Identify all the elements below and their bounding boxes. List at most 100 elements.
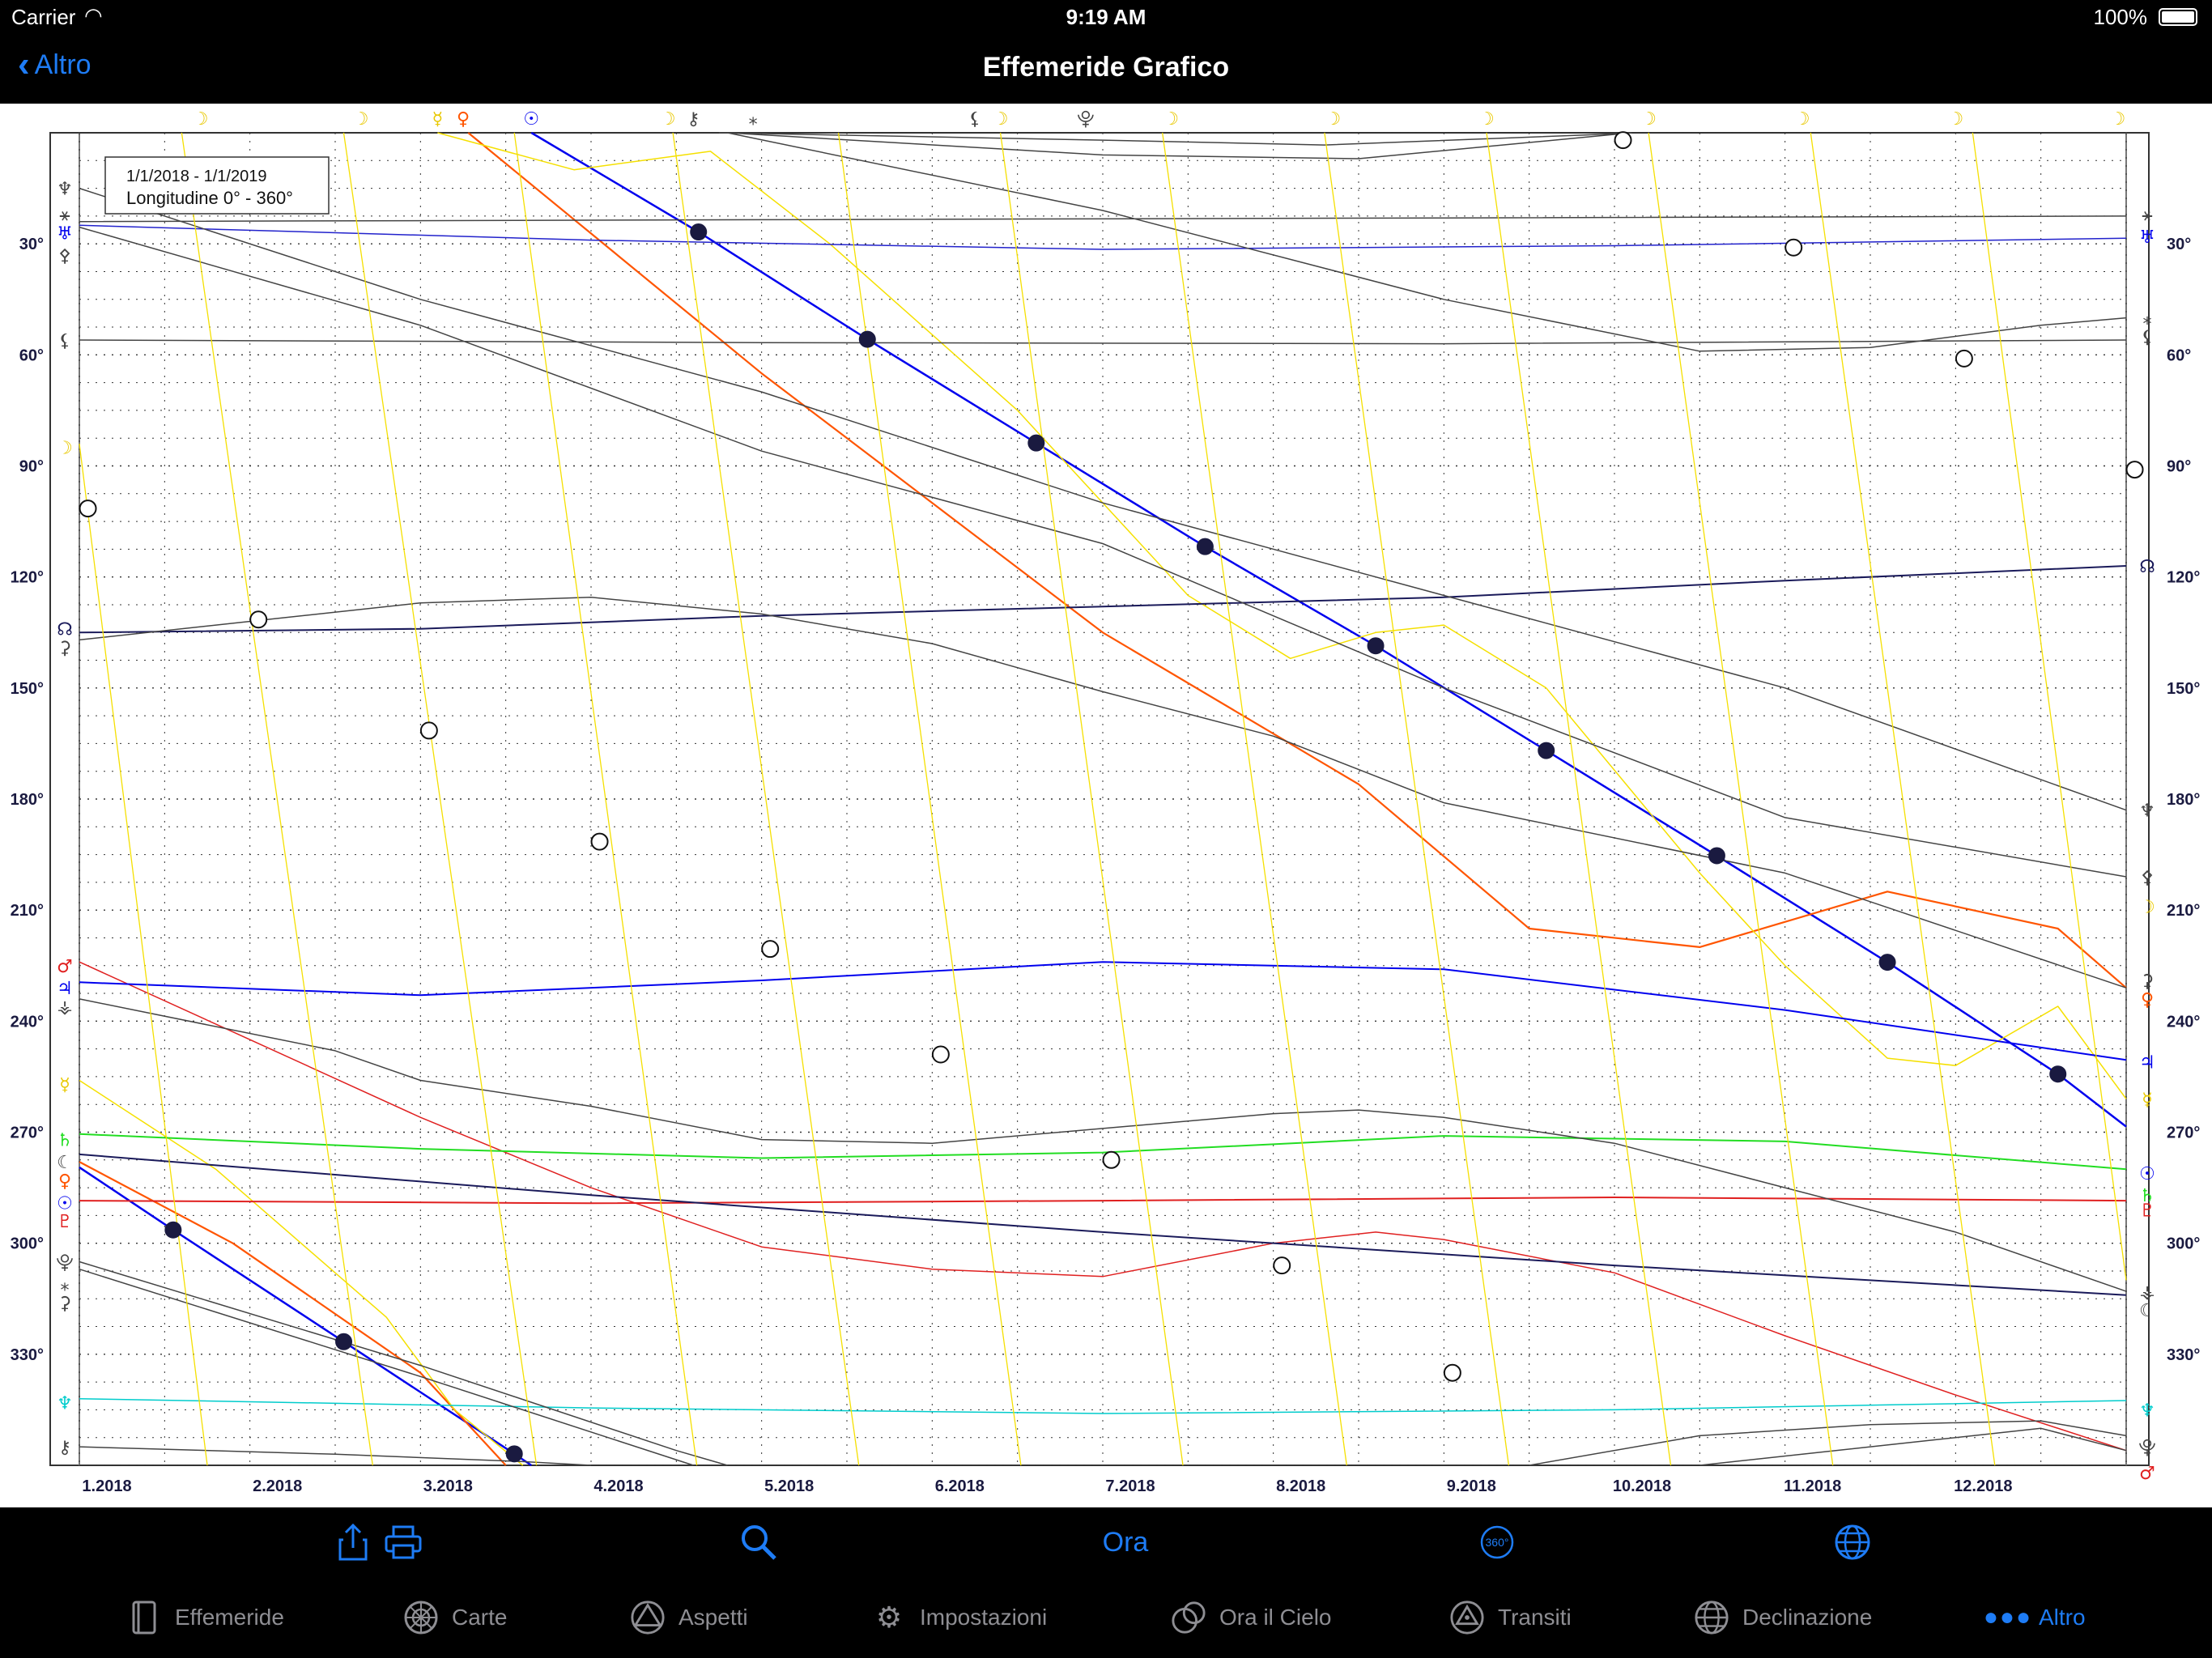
legend-range: 1/1/2018 - 1/1/2019 — [126, 168, 266, 185]
marker-open — [79, 500, 97, 518]
planet-glyph-top: ☽ — [1325, 109, 1342, 130]
planet-glyph-left: ☾ — [57, 1153, 73, 1173]
marker-open — [1955, 349, 1973, 368]
marker-filled — [164, 1221, 182, 1239]
tab-altro[interactable]: ●●● Altro — [1983, 1592, 2086, 1643]
globe-icon — [1694, 1600, 1729, 1635]
series-line — [672, 132, 860, 1466]
planet-glyph-top: ☽ — [1640, 109, 1657, 130]
series-line — [1486, 132, 1672, 1466]
y-tick-label-right: 330° — [2167, 1346, 2200, 1364]
sky-icon — [1171, 1600, 1206, 1635]
now-button[interactable]: Ora — [1102, 1526, 1149, 1558]
planet-glyph-top: ☽ — [993, 109, 1009, 130]
series-line — [1529, 1420, 2127, 1466]
globe-icon[interactable] — [1833, 1519, 1872, 1566]
tab-impostazioni[interactable]: ⚙ Impostazioni — [871, 1592, 1047, 1643]
y-tick-label-left: 120° — [11, 569, 44, 587]
y-tick-label-right: 180° — [2167, 791, 2200, 809]
planet-glyph-top: ☽ — [1478, 109, 1495, 130]
planet-glyph-top: ⯓ — [1077, 109, 1095, 130]
planet-glyph-top: ☽ — [2110, 109, 2126, 130]
y-tick-label-left: 210° — [11, 902, 44, 920]
tab-label: Transiti — [1498, 1605, 1572, 1630]
y-tick-label-right: 270° — [2167, 1124, 2200, 1142]
tab-label: Altro — [2039, 1605, 2086, 1630]
series-line — [79, 1153, 2127, 1296]
x-tick-label: 8.2018 — [1276, 1477, 1325, 1495]
ephemeris-chart[interactable]: 30° 30° 60° 60° 90° 90° 120° 120° 150° 150° 180° 18… — [0, 104, 2212, 1507]
planet-glyph-left: ⚶ — [57, 997, 73, 1018]
marker-open — [419, 721, 438, 740]
x-tick-label: 3.2018 — [423, 1477, 473, 1495]
nav-bar: ‹ Altro Effemeride Grafico — [0, 34, 2212, 104]
planet-glyph-left: ☊ — [57, 620, 73, 640]
marker-open — [1614, 131, 1632, 150]
marker-filled — [1538, 742, 1555, 759]
y-tick-label-left: 150° — [11, 680, 44, 698]
series-line — [79, 1133, 2127, 1171]
planet-glyph-top: ☉ — [523, 109, 539, 130]
chart-wheel-icon — [403, 1600, 439, 1635]
tab-transiti[interactable]: Transiti — [1449, 1592, 1572, 1643]
planet-glyph-left: ♅ — [57, 223, 73, 244]
back-button[interactable]: ‹ Altro — [18, 47, 91, 83]
chart-grid — [49, 132, 2150, 1466]
y-tick-label-right: 120° — [2167, 569, 2200, 587]
planet-glyph-top: ⁎ — [749, 109, 758, 130]
marker-open — [1443, 1363, 1461, 1382]
series-line — [79, 1079, 524, 1466]
status-bar: Carrier ◠ 9:19 AM 100% — [0, 0, 2212, 34]
planet-glyph-top: ☽ — [1947, 109, 1963, 130]
planet-glyph-right: ⚳ — [2141, 971, 2154, 992]
tab-aspetti[interactable]: Aspetti — [630, 1592, 748, 1643]
series-line — [79, 444, 208, 1466]
series-line — [1648, 132, 1834, 1466]
planet-glyph-left: ⯓ — [56, 1253, 74, 1273]
tab-ora-il-cielo[interactable]: Ora il Cielo — [1171, 1592, 1331, 1643]
series-line — [181, 132, 373, 1466]
planet-glyph-right: ⚹ — [2142, 206, 2152, 226]
marker-open — [931, 1045, 950, 1064]
planet-glyph-right: ♆ — [2139, 801, 2155, 822]
transit-icon — [1449, 1600, 1485, 1635]
y-tick-label-left: 300° — [11, 1235, 44, 1253]
planet-glyph-left: ♆ — [57, 1393, 73, 1414]
planet-glyph-left: ⚳ — [58, 1294, 71, 1314]
y-tick-label-left: 330° — [11, 1346, 44, 1364]
y-tick-label-right: 240° — [2167, 1013, 2200, 1031]
marker-filled — [1708, 847, 1725, 865]
svg-text:360°: 360° — [1486, 1536, 1509, 1549]
planet-glyph-right: ☿ — [2142, 1090, 2153, 1110]
tab-declinazione[interactable]: Declinazione — [1694, 1592, 1872, 1643]
share-icon[interactable] — [334, 1519, 372, 1566]
series-line — [1324, 132, 1510, 1466]
chart-glyphs: ☽ ☽ ☿ ♀ ☉ ☽ ⚷ ⁎ ⚸ ☽ ⯓ ☽ ☽ ☽ ☽ ☽ ☽ ☽♆⚹♅⚴⚸☽☊⚳♂♃⚶☿♄☾♀☉♇⯓⁎⚳♆⚷… — [56, 109, 2156, 1484]
y-tick-label-left: 270° — [11, 1124, 44, 1142]
search-icon[interactable] — [738, 1519, 779, 1566]
series-line — [727, 132, 2127, 352]
series-line — [530, 131, 2127, 1128]
planet-glyph-right: ☉ — [2139, 1164, 2155, 1184]
y-tick-label-left: 90° — [19, 458, 44, 476]
chart-axes: 30° 30° 60° 60° 90° 90° 120° 120° 150° 150° 180° 18… — [11, 236, 2201, 1495]
tab-carte[interactable]: Carte — [403, 1592, 507, 1643]
series-line — [79, 998, 2127, 1292]
planet-glyph-right: ♆ — [2139, 1401, 2155, 1421]
carrier-label: Carrier — [11, 5, 76, 29]
battery-icon — [2159, 8, 2197, 26]
more-icon: ●●● — [1983, 1604, 2033, 1630]
series-line — [727, 132, 1632, 159]
planet-glyph-top: ☽ — [1163, 109, 1179, 130]
page-title: Effemeride Grafico — [982, 52, 1230, 83]
tab-effemeride[interactable]: Effemeride — [126, 1592, 284, 1643]
marker-filled — [505, 1445, 523, 1463]
360-icon[interactable]: 360° — [1478, 1519, 1516, 1566]
marker-filled — [1878, 954, 1896, 971]
series-line — [79, 1161, 507, 1466]
x-tick-label: 7.2018 — [1105, 1477, 1155, 1495]
series-line — [342, 132, 538, 1466]
planet-glyph-right: ☊ — [2139, 557, 2155, 577]
series-line — [1810, 132, 1996, 1466]
printer-icon[interactable] — [382, 1519, 424, 1566]
